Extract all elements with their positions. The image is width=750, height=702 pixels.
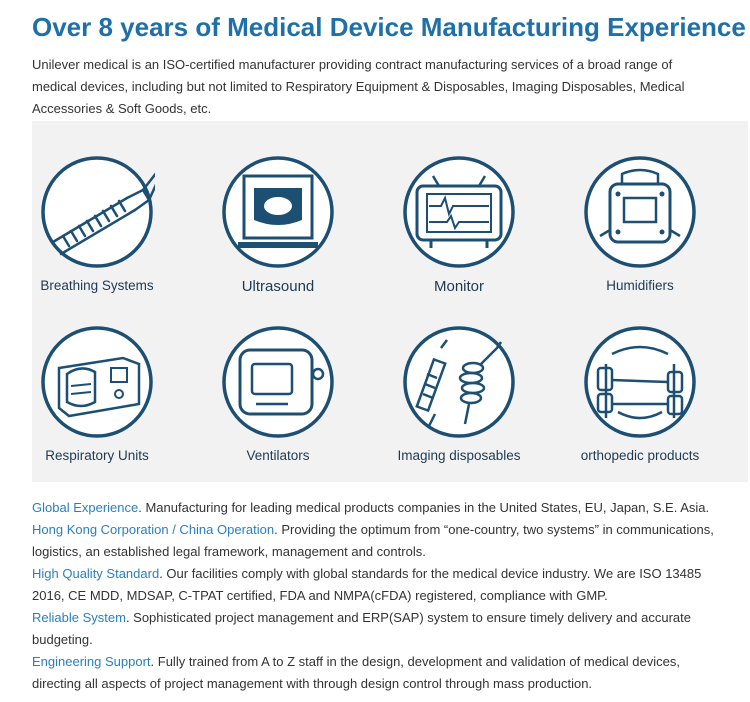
product-ultrasound[interactable]: Ultrasound [188, 154, 368, 295]
feature-heading: Reliable System [32, 610, 126, 625]
page-title: Over 8 years of Medical Device Manufactu… [32, 12, 746, 42]
product-breathing-systems[interactable]: Breathing Systems [7, 154, 187, 293]
feature-text: . Providing the optimum from “one-countr… [32, 522, 714, 559]
monitor-icon [403, 156, 515, 268]
product-label: Ventilators [246, 448, 310, 463]
feature-hong-kong-corporation: Hong Kong Corporation / China Operation.… [32, 519, 722, 563]
feature-high-quality-standard: High Quality Standard. Our facilities co… [32, 563, 722, 607]
feature-heading: High Quality Standard [32, 566, 160, 581]
features-list: Global Experience. Manufacturing for lea… [32, 497, 722, 695]
feature-reliable-system: Reliable System. Sophisticated project m… [32, 607, 722, 651]
product-label: Breathing Systems [40, 278, 154, 293]
humidifier-icon [584, 156, 696, 268]
feature-text: . Manufacturing for leading medical prod… [138, 500, 710, 515]
respiratory-unit-icon [41, 326, 153, 438]
breathing-tube-icon [41, 156, 155, 268]
intro-paragraph: Unilever medical is an ISO-certified man… [32, 57, 685, 116]
product-label: Respiratory Units [45, 448, 149, 463]
feature-text: . Fully trained from A to Z staff in the… [32, 654, 680, 691]
feature-engineering-support: Engineering Support. Fully trained from … [32, 651, 722, 695]
product-label: orthopedic products [580, 448, 700, 463]
product-panel: Breathing Systems Ultrasound Monitor [32, 121, 748, 482]
product-ventilators[interactable]: Ventilators [188, 324, 368, 463]
feature-heading: Engineering Support [32, 654, 151, 669]
arm-brace-icon [584, 326, 696, 438]
feature-text: . Sophisticated project management and E… [32, 610, 691, 647]
product-respiratory-units[interactable]: Respiratory Units [7, 324, 187, 463]
product-imaging-disposables[interactable]: Imaging disposables [369, 324, 549, 463]
feature-heading: Global Experience [32, 500, 139, 515]
product-label: Ultrasound [241, 278, 315, 295]
ventilator-icon [222, 326, 334, 438]
syringe-tubing-icon [403, 326, 515, 438]
feature-global-experience: Global Experience. Manufacturing for lea… [32, 497, 722, 519]
product-label: Humidifiers [606, 278, 674, 293]
ultrasound-screen-icon [222, 156, 334, 268]
feature-text: . Our facilities comply with global stan… [32, 566, 702, 603]
feature-heading: Hong Kong Corporation / China Operation [32, 522, 275, 537]
product-label: Monitor [433, 278, 485, 295]
product-humidifiers[interactable]: Humidifiers [550, 154, 730, 293]
product-label: Imaging disposables [397, 448, 521, 463]
product-monitor[interactable]: Monitor [369, 154, 549, 295]
product-orthopedic-products[interactable]: orthopedic products [550, 324, 730, 463]
